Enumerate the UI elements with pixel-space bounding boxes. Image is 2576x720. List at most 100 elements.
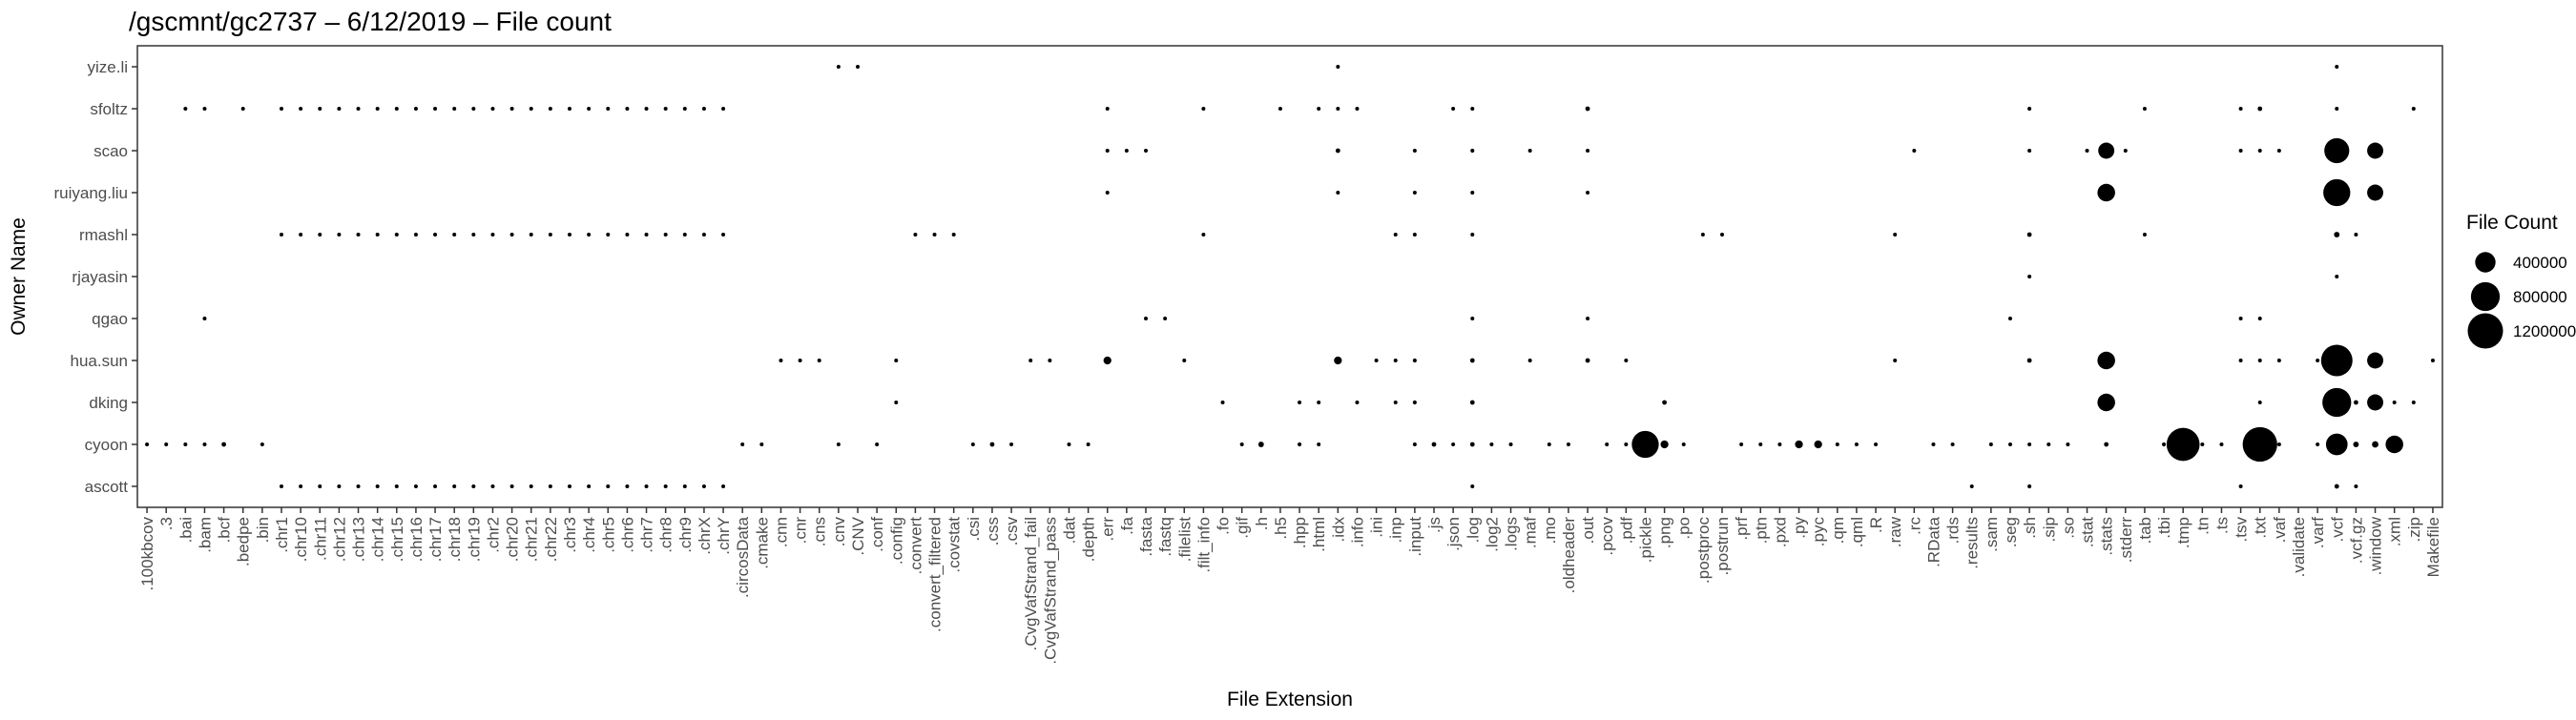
data-point — [1585, 358, 1590, 363]
data-point — [1355, 107, 1360, 111]
x-tick-label: .vaf — [2271, 517, 2289, 544]
x-tick-label: .chr21 — [523, 517, 541, 562]
data-point — [1470, 233, 1475, 237]
y-tick-label: scao — [93, 142, 128, 160]
x-tick-label: .circosData — [734, 516, 752, 598]
y-tick-label: cyoon — [85, 436, 128, 454]
data-point — [1103, 356, 1111, 365]
x-tick-label: .CNV — [849, 516, 867, 555]
data-point — [240, 107, 245, 111]
data-point — [1988, 442, 1993, 446]
data-point — [1257, 442, 1264, 447]
data-point — [1105, 191, 1110, 195]
data-point — [452, 107, 457, 111]
data-point — [1795, 440, 1803, 449]
data-point — [1412, 400, 1417, 405]
data-point — [682, 484, 687, 488]
data-point — [337, 107, 342, 111]
data-point — [2085, 149, 2089, 153]
x-tick-label: .stderr — [2117, 517, 2135, 564]
x-tick-label: .bai — [177, 517, 195, 543]
data-point — [490, 107, 495, 111]
data-point — [413, 233, 418, 237]
data-point — [2411, 401, 2416, 404]
x-tick-label: .3 — [157, 517, 176, 530]
data-point — [1893, 233, 1898, 237]
data-point — [529, 233, 533, 237]
x-tick-label: .100kbcov — [138, 517, 156, 591]
data-point — [2008, 317, 2012, 320]
x-tick-label: .covstat — [945, 517, 964, 573]
data-point — [970, 442, 975, 446]
data-point — [759, 442, 764, 446]
data-point — [1854, 442, 1859, 446]
data-point — [509, 233, 514, 237]
data-point — [2257, 106, 2263, 112]
x-tick-label: .chr7 — [638, 517, 656, 553]
data-point — [2367, 394, 2383, 411]
x-tick-label: .bam — [196, 517, 214, 553]
data-point — [1631, 430, 1659, 459]
data-point — [1566, 442, 1570, 446]
x-tick-label: .fasta — [1137, 516, 1155, 556]
x-tick-label: .chrY — [715, 517, 733, 555]
data-point — [1451, 442, 1456, 446]
x-tick-label: .chr19 — [465, 517, 483, 562]
data-point — [1393, 359, 1398, 362]
data-point — [1105, 149, 1110, 153]
data-point — [413, 107, 418, 111]
data-point — [1144, 149, 1148, 153]
data-point — [375, 484, 380, 488]
data-point — [2322, 387, 2352, 418]
x-tick-label: .chr14 — [369, 517, 387, 562]
data-point — [817, 359, 821, 362]
x-tick-label: .png — [1656, 517, 1674, 548]
x-tick-label: .fastq — [1156, 517, 1174, 557]
data-point — [644, 484, 649, 488]
data-point — [394, 484, 399, 488]
data-point — [798, 359, 802, 362]
data-point — [2161, 442, 2167, 447]
x-tick-label: .fo — [1215, 517, 1233, 535]
x-tick-label: .pdf — [1617, 517, 1635, 545]
data-point — [1182, 359, 1187, 362]
data-point — [1720, 233, 1724, 237]
data-point — [721, 484, 726, 488]
y-axis-title: Owner Name — [8, 217, 30, 336]
data-point — [644, 107, 649, 111]
data-point — [1412, 358, 1417, 363]
data-point — [2238, 149, 2243, 153]
data-point — [433, 233, 438, 237]
data-point — [1144, 317, 1148, 320]
data-point — [433, 107, 438, 111]
data-point — [2097, 183, 2115, 202]
data-point — [1278, 107, 1282, 111]
data-point — [2354, 233, 2358, 237]
data-point — [318, 484, 322, 488]
data-point — [2353, 442, 2359, 447]
data-point — [471, 484, 476, 488]
data-point — [145, 442, 150, 446]
data-point — [951, 233, 956, 237]
data-point — [299, 107, 303, 111]
x-tick-label: .chr4 — [580, 517, 598, 553]
x-tick-label: .pcov — [1598, 517, 1616, 556]
data-point — [625, 107, 630, 111]
data-point — [1586, 191, 1590, 195]
data-point — [1874, 442, 1879, 446]
data-point — [280, 107, 283, 111]
data-point — [587, 484, 592, 488]
data-point — [894, 359, 899, 362]
data-point — [2367, 352, 2383, 369]
x-tick-label: .chr20 — [504, 517, 522, 562]
data-point — [856, 65, 860, 69]
x-tick-label: .chr15 — [388, 517, 406, 562]
data-point — [2097, 351, 2115, 370]
data-point — [1317, 401, 1321, 404]
data-point — [913, 233, 918, 237]
plot-panel — [136, 45, 2443, 508]
data-point — [2276, 149, 2281, 153]
x-tick-label: .postproc — [1694, 517, 1713, 584]
data-point — [1527, 359, 1532, 362]
data-point — [1201, 233, 1206, 237]
